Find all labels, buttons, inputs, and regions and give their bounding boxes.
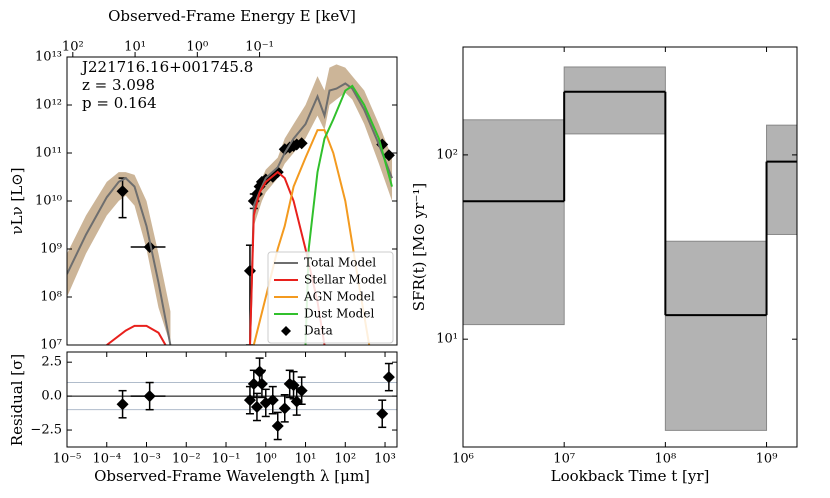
y-tick-label: 0.0: [41, 389, 62, 404]
x-axis-label: Observed-Frame Wavelength λ [μm]: [94, 467, 370, 485]
sfr-band: [463, 119, 565, 326]
residual-y-label: Residual [σ]: [8, 354, 26, 446]
y-tick-label: 10¹²: [35, 98, 62, 113]
legend-label: Dust Model: [304, 307, 374, 321]
legend-label: Data: [304, 324, 333, 338]
data-point: [266, 394, 279, 407]
x-tick-label: 10⁰: [255, 452, 277, 467]
y-tick-label: 10¹: [436, 332, 458, 347]
y-tick-label: −2.5: [30, 423, 62, 438]
data-point: [382, 371, 395, 384]
sfr-band: [563, 66, 666, 135]
sfr-band: [664, 240, 768, 431]
sfr-y-label: SFR(t) [M⊙ yr⁻¹]: [410, 183, 428, 311]
x-tick-label: 10⁻²: [172, 452, 201, 467]
y-tick-label: 10²: [436, 147, 458, 162]
data-point: [116, 398, 129, 411]
sfr-band: [766, 124, 797, 235]
data-point: [295, 384, 308, 397]
x-tick-label: 10⁸: [654, 452, 676, 467]
annotation: z = 3.098: [82, 76, 155, 94]
x-tick-label: 10⁶: [452, 452, 474, 467]
x-tick-label: 10¹: [124, 40, 146, 55]
y-tick-label: 10¹¹: [35, 146, 62, 161]
model-line: [67, 82, 393, 345]
x-tick-label: 10⁻⁵: [53, 452, 82, 467]
x-tick-label: 10⁻⁴: [92, 452, 121, 467]
data-point: [253, 365, 266, 378]
y-axis-label: νLν [L⊙]: [8, 167, 26, 234]
sfr-plot: [463, 66, 797, 431]
y-tick-label: 10¹⁰: [35, 194, 62, 209]
data-point: [255, 377, 268, 390]
x-tick-label: 10⁻³: [132, 452, 161, 467]
annotation: p = 0.164: [82, 94, 157, 112]
legend-marker: [281, 326, 291, 336]
data-point: [243, 264, 256, 277]
x-tick-label: 10²: [334, 452, 356, 467]
x-tick-label: 10⁹: [756, 452, 778, 467]
data-point: [382, 149, 395, 162]
x-tick-label: 10³: [374, 452, 396, 467]
legend-label: Stellar Model: [304, 273, 387, 287]
data-point: [143, 390, 156, 403]
data-point: [143, 241, 156, 254]
sfr-x-label: Lookback Time t [yr]: [551, 467, 710, 485]
data-point: [250, 400, 263, 413]
annotation: J221716.16+001745.8: [80, 58, 253, 76]
legend-label: Total Model: [304, 256, 376, 270]
residual-plot: [67, 357, 397, 441]
x-tick-label: 10⁻¹: [245, 40, 274, 55]
legend-box: [267, 251, 394, 344]
data-point: [247, 195, 260, 207]
y-tick-label: 10¹³: [35, 50, 62, 65]
x-tick-label: 10²: [62, 40, 84, 55]
x-tick-label: 10⁰: [186, 40, 208, 55]
model-line: [304, 84, 393, 345]
y-tick-label: 2.5: [41, 355, 62, 370]
y-tick-label: 10⁸: [40, 290, 62, 305]
x-tick-label: 10¹: [295, 452, 317, 467]
x-tick-label: 10⁷: [553, 452, 575, 467]
data-point: [247, 377, 260, 390]
y-tick-label: 10⁹: [40, 242, 62, 257]
sfr-frame: [462, 46, 798, 448]
data-point: [278, 402, 291, 415]
axes: Observed-Frame Energy E [keV] νLν [L⊙] R…: [8, 7, 798, 485]
legend-label: AGN Model: [303, 290, 375, 304]
residual-frame: [66, 351, 398, 448]
top-axis-label: Observed-Frame Energy E [keV]: [108, 7, 356, 25]
data-point: [376, 407, 389, 420]
data-point: [116, 185, 129, 198]
data-point: [295, 137, 308, 150]
x-tick-label: 10⁻¹: [212, 452, 241, 467]
model-band: [67, 64, 393, 345]
data-point: [271, 419, 284, 432]
y-tick-label: 10⁷: [40, 338, 62, 353]
